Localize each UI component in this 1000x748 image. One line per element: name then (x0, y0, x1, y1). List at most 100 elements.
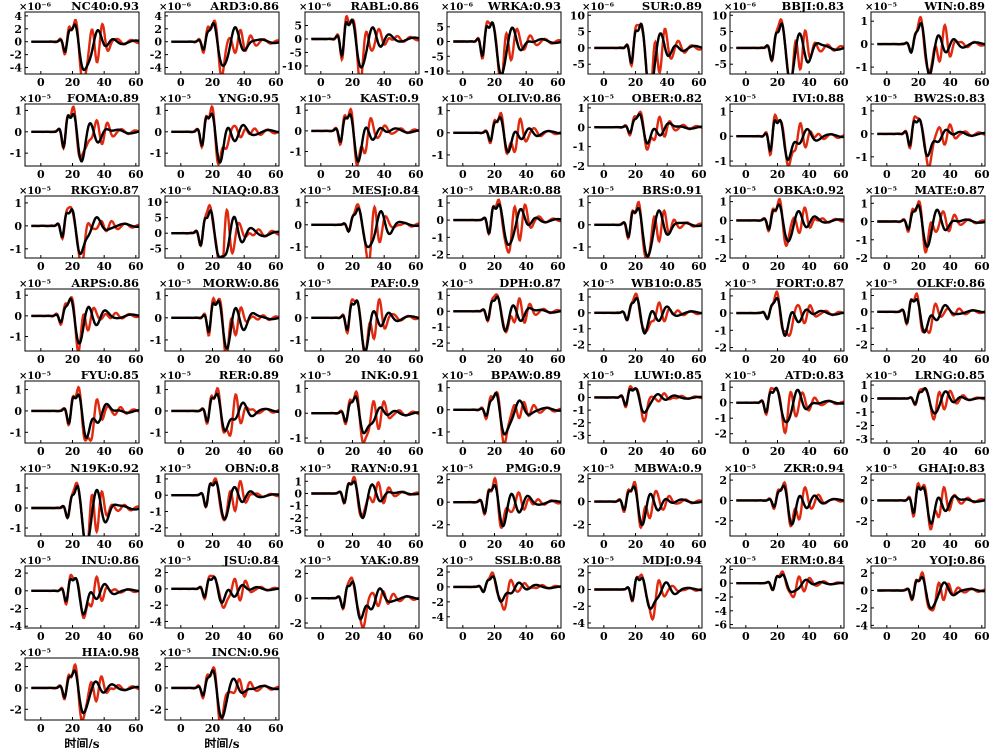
y-tick-label: -2 (856, 338, 868, 351)
axes-frame (304, 11, 420, 75)
subplot-luwi: 0 20 40 60-3-2-101×10⁻⁵ LUWI:0.85 (573, 368, 707, 458)
y-tick-label: -2 (573, 519, 585, 532)
y-tick-label: -2 (715, 342, 727, 355)
x-tick-label: 60 (691, 445, 707, 458)
y-tick-label: -5 (715, 58, 727, 71)
x-tick-label: 40 (97, 260, 113, 273)
x-tick-label: 0 (177, 630, 185, 643)
x-tick-label: 40 (802, 445, 818, 458)
x-tick-label: 40 (802, 630, 818, 643)
subplot-mbwa: 0 20 40 60 -2 0 2×10⁻⁵ MBWA:0.9 (573, 461, 707, 551)
y-tick-label: 1 (436, 289, 444, 302)
x-tick-label: 60 (974, 76, 990, 89)
scale-exponent-label: ×10⁻⁵ (724, 556, 756, 567)
y-tick-label: 5 (577, 26, 585, 39)
y-tick-label: 0 (577, 42, 585, 55)
x-tick-label: 20 (65, 722, 81, 735)
y-tick-label: -1 (573, 404, 585, 417)
subplot-title: MDJ:0.94 (642, 553, 702, 567)
subplot-title: SUR:0.89 (642, 0, 702, 13)
axes-frame (304, 565, 420, 629)
y-tick-label: 0 (719, 577, 727, 590)
y-tick-label: 1 (154, 290, 162, 303)
y-tick-label: 2 (294, 567, 302, 580)
x-tick-label: 20 (205, 722, 221, 735)
x-tick-label: 20 (205, 168, 221, 181)
subplot-fort: 0 20 40 60 -2 -1 0 1×10⁻⁵ FORT:0.87 (715, 276, 849, 366)
x-tick-label: 60 (550, 260, 566, 273)
scale-exponent-label: ×10⁻⁵ (582, 94, 614, 105)
x-tick-label: 40 (660, 538, 676, 551)
subplot-n19k: 0 20 40 60 -1 0 1 ×10⁻⁵ N19K:0.92 (10, 461, 144, 551)
x-tick-label: 60 (691, 168, 707, 181)
scale-exponent-label: ×10⁻⁵ (582, 186, 614, 197)
y-tick-label: 0 (154, 36, 162, 49)
y-tick-label: 0 (436, 127, 444, 140)
subplot-hia: 0 20 40 60 -2 0 2 ×10⁻⁵ HIA:0.98 (10, 645, 144, 735)
scale-exponent-label: ×10⁻⁵ (582, 371, 614, 382)
x-tick-label: 0 (883, 445, 891, 458)
y-tick-label: 0 (436, 581, 444, 594)
y-tick-label: 1 (436, 382, 444, 395)
subplot-incn: 0 20 40 60 -2 0 2 ×10⁻⁵ INCN:0.96 (150, 645, 284, 735)
synthetic-trace (453, 295, 561, 333)
x-tick-label: 60 (550, 630, 566, 643)
x-tick-label: 20 (770, 76, 786, 89)
scale-exponent-label: ×10⁻⁵ (159, 371, 191, 382)
axes-frame (587, 288, 703, 352)
axes-frame (729, 473, 845, 537)
x-tick-label: 20 (487, 353, 503, 366)
y-tick-label: 1 (154, 384, 162, 397)
y-tick-label: 1 (294, 382, 302, 395)
y-tick-label: 0 (294, 219, 302, 232)
subplot-title: GHAJ:0.83 (918, 461, 985, 475)
x-tick-label: 20 (345, 76, 361, 89)
synthetic-trace (311, 395, 419, 435)
scale-exponent-label: ×10⁻⁵ (865, 94, 897, 105)
y-tick-label: 5 (719, 26, 727, 39)
x-tick-label: 0 (317, 445, 325, 458)
observed-trace (31, 481, 139, 536)
x-tick-label: 40 (377, 353, 393, 366)
subplot-title: PMG:0.9 (506, 461, 561, 475)
y-tick-label: -1 (150, 147, 162, 160)
x-tick-label: 40 (802, 260, 818, 273)
y-tick-label: -2 (432, 337, 444, 350)
subplot-yng: 0 20 40 60 -1 0 1×10⁻⁵ YNG:0.95 (150, 91, 284, 181)
subplot-title: WIN:0.89 (923, 0, 985, 13)
y-tick-label: -1 (715, 412, 727, 425)
y-tick-label: 1 (719, 290, 727, 303)
x-tick-label: 40 (377, 76, 393, 89)
x-tick-label: 40 (237, 630, 253, 643)
x-tick-label: 20 (911, 353, 927, 366)
x-tick-label: 40 (519, 630, 535, 643)
observed-trace (736, 387, 844, 435)
subplot-title: BPAW:0.89 (491, 368, 561, 382)
y-tick-label: 2 (154, 567, 162, 580)
x-tick-label: 0 (459, 168, 467, 181)
y-tick-label: 1 (860, 379, 868, 392)
subplot-lrng: 0 20 40 60-3-2-101×10⁻⁵ LRNG:0.85 (856, 368, 990, 458)
y-tick-label: -1 (150, 506, 162, 519)
y-tick-label: 1 (860, 15, 868, 28)
axes-frame (164, 11, 280, 75)
y-tick-label: 0 (577, 391, 585, 404)
observed-trace (31, 295, 139, 351)
synthetic-trace (736, 203, 844, 243)
y-tick-label: 1 (294, 104, 302, 117)
synthetic-trace (453, 484, 561, 528)
observed-trace (594, 573, 702, 622)
y-tick-label: 0 (14, 502, 22, 515)
scale-exponent-label: ×10⁻⁵ (582, 464, 614, 475)
subplot-title: OBER:0.82 (632, 91, 702, 105)
scale-exponent-label: ×10⁻⁵ (582, 556, 614, 567)
synthetic-trace (171, 208, 279, 258)
synthetic-trace (311, 18, 419, 69)
subplot-arps: 0 20 40 60 -1 0 1×10⁻⁵ ARPS:0.86 (10, 276, 144, 366)
x-tick-label: 40 (802, 76, 818, 89)
y-tick-label: -4 (856, 619, 869, 632)
y-tick-label: 2 (436, 566, 444, 579)
x-tick-label: 60 (974, 538, 990, 551)
y-tick-label: 5 (154, 212, 162, 225)
